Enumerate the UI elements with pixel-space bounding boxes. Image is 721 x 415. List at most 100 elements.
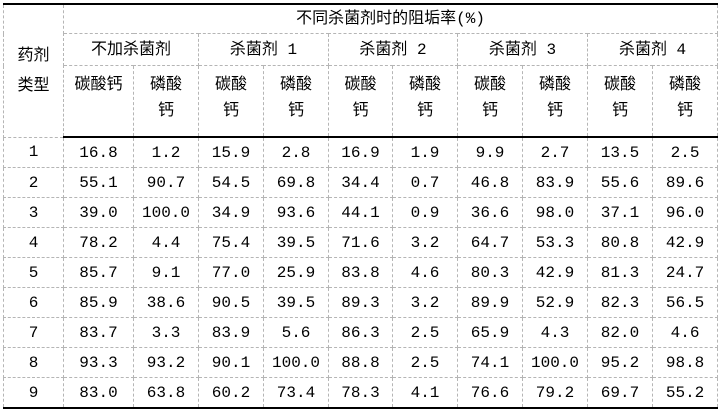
subheader-calcium-phosphate: 磷酸 钙 [522,65,588,138]
table-row: 7 83.7 3.3 83.9 5.6 86.3 2.5 65.9 4.3 82… [3,317,719,348]
corner-header-line1: 药剂 [17,46,50,65]
cell: 39.5 [263,227,329,258]
cell: 2.5 [392,317,458,348]
cell: 15.9 [198,136,264,168]
table-row: 5 85.7 9.1 77.0 25.9 83.8 4.6 80.3 42.9 … [3,257,719,288]
scale-inhibition-table: 药剂 类型 不同杀菌剂时的阻垢率(%) 不加杀菌剂 杀菌剂 1 杀菌剂 2 杀菌… [3,3,719,409]
cell: 4.6 [392,257,458,288]
cell: 4.4 [133,227,199,258]
cell: 53.3 [522,227,588,258]
cell: 95.2 [587,347,653,378]
cell: 4.6 [651,317,719,348]
cell: 34.9 [198,197,264,228]
cell: 4.3 [522,317,588,348]
subheader-calcium-carbonate: 碳酸 钙 [457,65,523,138]
cell: 5.6 [263,317,329,348]
cell: 82.0 [587,317,653,348]
cell: 16.8 [63,136,134,168]
cell: 46.8 [457,167,523,198]
cell: 77.0 [198,257,264,288]
group-header-biocide-2: 杀菌剂 2 [328,33,458,66]
cell: 88.8 [328,347,393,378]
row-label: 4 [3,227,64,258]
cell: 93.3 [63,347,134,378]
cell: 71.6 [328,227,393,258]
cell: 3.3 [133,317,199,348]
group-header-biocide-3: 杀菌剂 3 [457,33,588,66]
cell: 55.1 [63,167,134,198]
cell: 2.5 [651,136,719,168]
header-row-subcolumns: 碳酸钙 磷酸 钙 碳酸 钙 磷酸 钙 碳酸 钙 磷酸 钙 [4,65,719,138]
cell: 52.9 [522,287,588,318]
cell: 98.8 [651,347,719,378]
cell: 9.1 [133,257,199,288]
cell: 0.9 [392,197,458,228]
cell: 100.0 [133,197,199,228]
cell: 42.9 [522,257,588,288]
cell: 83.7 [63,317,134,348]
cell: 75.4 [198,227,264,258]
cell: 89.6 [651,167,719,198]
row-label: 6 [3,287,64,318]
cell: 54.5 [198,167,264,198]
row-label: 9 [3,377,64,409]
cell: 36.6 [457,197,523,228]
cell: 79.2 [522,377,588,409]
table-row: 2 55.1 90.7 54.5 69.8 34.4 0.7 46.8 83.9… [3,167,719,198]
row-label: 5 [3,257,64,288]
cell: 69.8 [263,167,329,198]
corner-header-agent-type: 药剂 类型 [3,3,64,138]
subheader-calcium-phosphate: 磷酸 钙 [263,65,329,138]
cell: 83.9 [522,167,588,198]
cell: 85.7 [63,257,134,288]
cell: 96.0 [651,197,719,228]
cell: 9.9 [457,136,523,168]
cell: 16.9 [328,136,393,168]
cell: 63.8 [133,377,199,409]
cell: 73.4 [263,377,329,409]
table-row: 6 85.9 38.6 90.5 39.5 89.3 3.2 89.9 52.9… [3,287,719,318]
cell: 1.2 [133,136,199,168]
cell: 93.6 [263,197,329,228]
cell: 65.9 [457,317,523,348]
cell: 0.7 [392,167,458,198]
subheader-calcium-carbonate: 碳酸 钙 [587,65,653,138]
cell: 39.0 [63,197,134,228]
cell: 64.7 [457,227,523,258]
table-row: 4 78.2 4.4 75.4 39.5 71.6 3.2 64.7 53.3 … [3,227,719,258]
cell: 2.8 [263,136,329,168]
cell: 2.7 [522,136,588,168]
cell: 42.9 [651,227,719,258]
cell: 89.3 [328,287,393,318]
subheader-calcium-carbonate: 碳酸 钙 [198,65,264,138]
cell: 24.7 [651,257,719,288]
row-label: 3 [3,197,64,228]
cell: 83.0 [63,377,134,409]
cell: 74.1 [457,347,523,378]
cell: 82.3 [587,287,653,318]
group-header-biocide-4: 杀菌剂 4 [586,33,719,66]
table-row: 8 93.3 93.2 90.1 100.0 88.8 2.5 74.1 100… [3,347,719,378]
row-label: 1 [3,136,64,168]
cell: 90.7 [133,167,199,198]
cell: 93.2 [133,347,199,378]
cell: 78.3 [328,377,393,409]
subheader-calcium-carbonate: 碳酸 钙 [328,65,393,138]
cell: 100.0 [522,347,588,378]
subheader-calcium-phosphate: 磷酸 钙 [392,65,458,138]
header-row-title: 药剂 类型 不同杀菌剂时的阻垢率(%) [3,3,719,138]
cell: 80.3 [457,257,523,288]
row-label: 7 [3,317,64,348]
row-label: 2 [3,167,64,198]
corner-header-line2: 类型 [17,76,50,95]
cell: 80.8 [587,227,653,258]
cell: 55.6 [587,167,653,198]
cell: 83.8 [328,257,393,288]
cell: 1.9 [392,136,458,168]
cell: 69.7 [587,377,653,409]
cell: 3.2 [392,287,458,318]
cell: 2.5 [392,347,458,378]
table-title: 不同杀菌剂时的阻垢率(%) [62,3,719,34]
header-row-groups: 不加杀菌剂 杀菌剂 1 杀菌剂 2 杀菌剂 3 杀菌剂 4 [4,33,719,66]
cell: 83.9 [198,317,264,348]
